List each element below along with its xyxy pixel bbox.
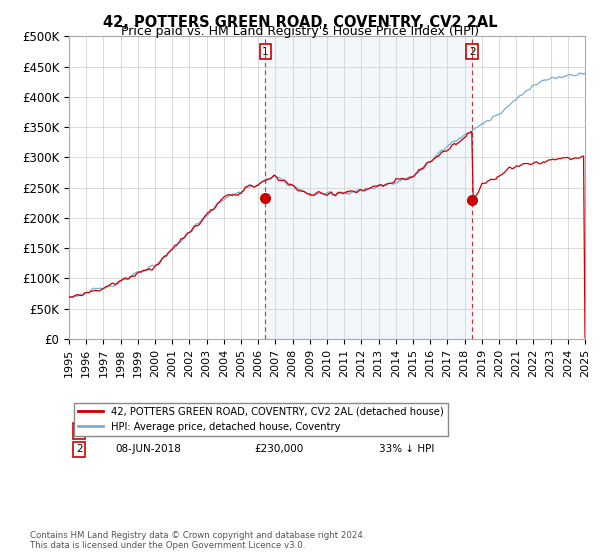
Text: 2: 2 (76, 444, 83, 454)
Text: £230,000: £230,000 (255, 444, 304, 454)
Text: 1: 1 (76, 426, 83, 436)
Text: 2: 2 (469, 46, 475, 57)
Legend: 42, POTTERS GREEN ROAD, COVENTRY, CV2 2AL (detached house), HPI: Average price, : 42, POTTERS GREEN ROAD, COVENTRY, CV2 2A… (74, 403, 448, 436)
Text: £233,000: £233,000 (255, 426, 304, 436)
Bar (265, 36, 472, 339)
Text: Contains HM Land Registry data © Crown copyright and database right 2024.
This d: Contains HM Land Registry data © Crown c… (30, 530, 365, 550)
Text: 42, POTTERS GREEN ROAD, COVENTRY, CV2 2AL: 42, POTTERS GREEN ROAD, COVENTRY, CV2 2A… (103, 15, 497, 30)
Text: 31-MAY-2006: 31-MAY-2006 (115, 426, 182, 436)
Text: 1: 1 (262, 46, 269, 57)
Text: Price paid vs. HM Land Registry's House Price Index (HPI): Price paid vs. HM Land Registry's House … (121, 25, 479, 38)
Text: ≈ HPI: ≈ HPI (379, 426, 407, 436)
Text: 33% ↓ HPI: 33% ↓ HPI (379, 444, 434, 454)
Text: 08-JUN-2018: 08-JUN-2018 (115, 444, 181, 454)
